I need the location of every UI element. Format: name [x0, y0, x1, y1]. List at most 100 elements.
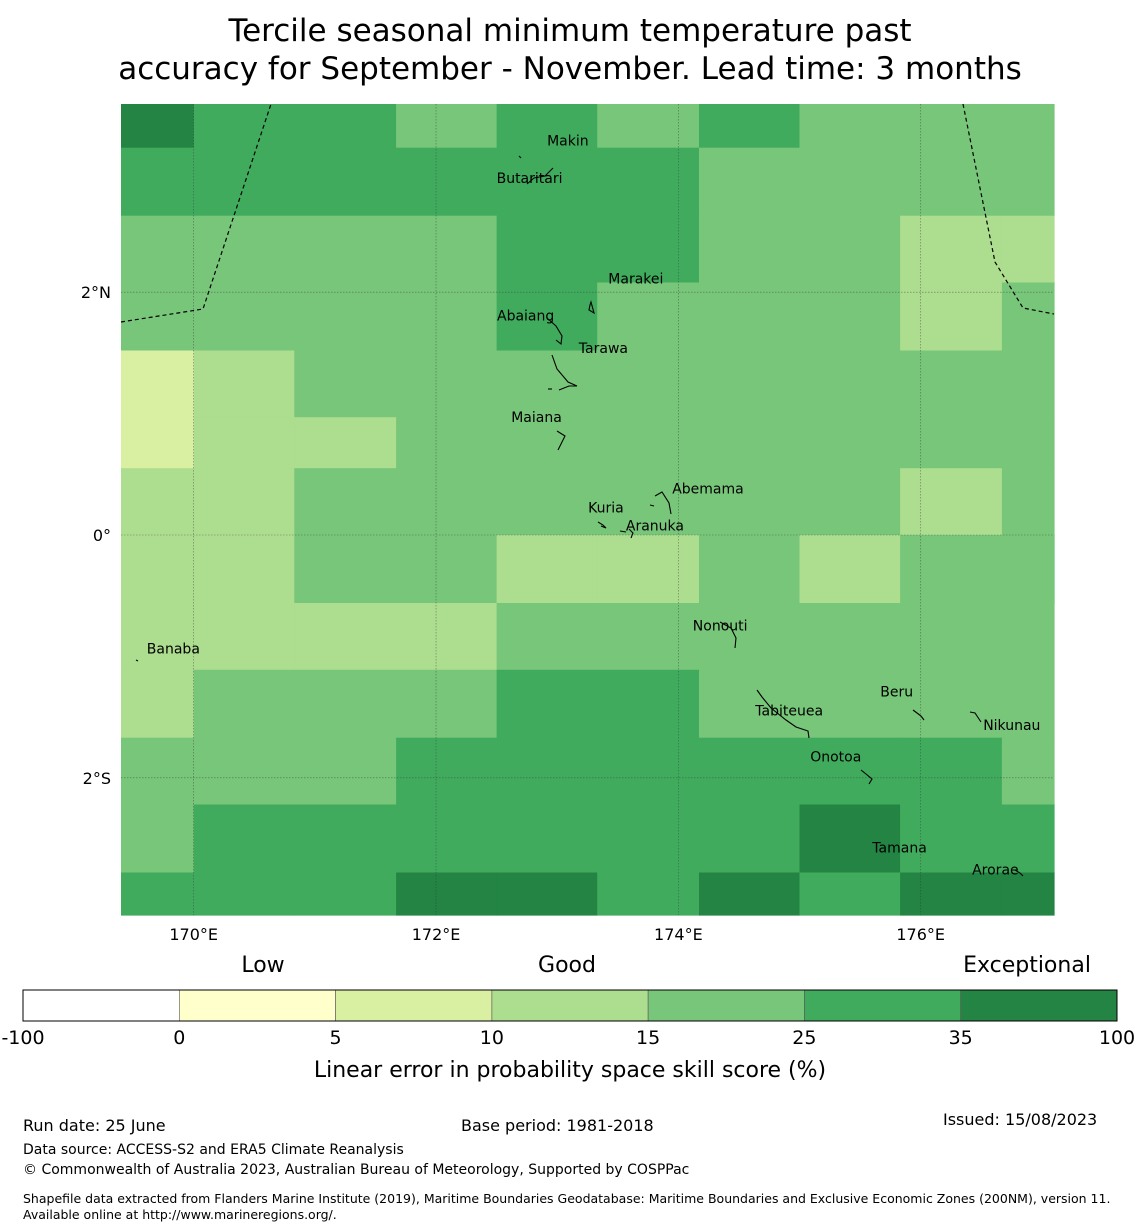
- colorbar-tick-label: 15: [636, 1027, 660, 1049]
- colorbar-tick-label: 5: [330, 1027, 342, 1049]
- grid-cell: [699, 282, 801, 335]
- grid-cell: [496, 282, 598, 335]
- colorbar-frame: [22, 989, 1118, 1022]
- grid-cell: [699, 535, 801, 604]
- grid-cell: [396, 417, 498, 469]
- grid-cell: [597, 350, 700, 418]
- grid-cell: [1001, 350, 1055, 418]
- island-outline: [546, 317, 563, 346]
- island-label: Abemama: [672, 481, 744, 497]
- island-label: Abaiang: [497, 308, 554, 324]
- grid-cell: [496, 872, 598, 916]
- x-tick-label: 176°E: [896, 925, 945, 944]
- grid-cell: [396, 215, 498, 284]
- grid-cell: [496, 737, 598, 806]
- data-source: Data source: ACCESS-S2 and ERA5 Climate …: [23, 1142, 404, 1158]
- island-label: Aranuka: [626, 518, 684, 534]
- grid-cell: [900, 282, 1003, 335]
- grid-cell: [193, 872, 295, 916]
- skill-grid-cells: [121, 104, 1055, 916]
- title-line-2: accuracy for September - November. Lead …: [118, 51, 1022, 87]
- grid-cell: [900, 417, 1003, 469]
- grid-cell: [699, 669, 801, 739]
- grid-cell: [396, 669, 498, 739]
- grid-cell: [597, 104, 700, 149]
- grid-cell: [597, 147, 700, 217]
- island-outline: [619, 530, 627, 533]
- grid-cell: [1001, 535, 1055, 604]
- grid-cell: [799, 350, 901, 418]
- colorbar: -100 0 5 10 15 25 35 100 Low Good Exceptional Linea…: [1, 953, 1135, 1083]
- grid-cell: [597, 603, 700, 671]
- grid-cell: [294, 468, 397, 536]
- grid-cell: [699, 104, 801, 149]
- grid-cell: [496, 350, 598, 418]
- island-outline: [912, 709, 925, 721]
- grid-cell: [294, 333, 397, 352]
- grid-cell: [597, 669, 700, 739]
- grid-cell: [799, 417, 901, 469]
- copyright: © Commonwealth of Australia 2023, Austra…: [23, 1162, 690, 1178]
- issued-date: Issued: 15/08/2023: [943, 1110, 1098, 1129]
- grid-cell: [193, 804, 295, 874]
- grid-cell: [699, 417, 801, 469]
- grid-cell: [597, 333, 700, 352]
- island-label: Arorae: [972, 863, 1019, 879]
- island-outlines: [135, 155, 1024, 877]
- grid-cell: [294, 804, 397, 874]
- grid-cell: [1001, 804, 1055, 874]
- island-label: Butaritari: [497, 171, 563, 187]
- axis-tick-labels: 170°E 172°E 174°E 176°E 2°N 0° 2°S: [81, 283, 945, 944]
- grid-cell: [193, 669, 295, 739]
- grid-cell: [121, 417, 195, 469]
- grid-cell: [396, 872, 498, 916]
- grid-cell: [121, 872, 195, 916]
- grid-cell: [121, 282, 195, 335]
- grid-cell: [799, 468, 901, 536]
- colorbar-quality-word: Low: [241, 953, 284, 978]
- colorbar-segment: [22, 989, 180, 1022]
- colorbar-segment: [804, 989, 962, 1022]
- grid-cell: [193, 333, 295, 352]
- island-outline: [597, 521, 607, 529]
- grid-cell: [799, 872, 901, 916]
- colorbar-tick-label: 35: [949, 1027, 973, 1049]
- grid-cell: [900, 104, 1003, 149]
- grid-cell: [294, 669, 397, 739]
- grid-cell: [396, 804, 498, 874]
- grid-cell: [799, 215, 901, 284]
- island-label: Tabiteuea: [754, 703, 823, 719]
- eez-boundaries: [120, 103, 1055, 323]
- grid-cell: [699, 737, 801, 806]
- grid-cell: [496, 535, 598, 604]
- grid-cell: [496, 669, 598, 739]
- grid-cell: [294, 872, 397, 916]
- grid-cell: [396, 737, 498, 806]
- grid-cell: [597, 535, 700, 604]
- grid-cell: [496, 603, 598, 671]
- grid-cell: [1001, 417, 1055, 469]
- grid-cell: [699, 468, 801, 536]
- island-outline: [860, 769, 873, 785]
- island-outline: [719, 621, 737, 649]
- grid-cell: [900, 804, 1003, 874]
- x-tick-label: 172°E: [412, 925, 461, 944]
- grid-cell: [900, 468, 1003, 536]
- colorbar-tick-label: -100: [1, 1027, 44, 1049]
- grid-cell: [193, 282, 295, 335]
- grid-cell: [121, 468, 195, 536]
- grid-cell: [900, 535, 1003, 604]
- island-outline: [1014, 869, 1024, 877]
- grid-cell: [121, 104, 195, 149]
- grid-cell: [1001, 333, 1055, 352]
- grid-cell: [396, 468, 498, 536]
- grid-cell: [396, 104, 498, 149]
- grid-cell: [799, 147, 901, 217]
- island-label: Tamana: [871, 841, 926, 857]
- grid-cell: [597, 215, 700, 284]
- colorbar-tick-label: 10: [480, 1027, 504, 1049]
- island-label: Tarawa: [578, 341, 628, 357]
- grid-cell: [496, 333, 598, 352]
- x-tick-label: 170°E: [169, 925, 218, 944]
- grid-cell: [699, 872, 801, 916]
